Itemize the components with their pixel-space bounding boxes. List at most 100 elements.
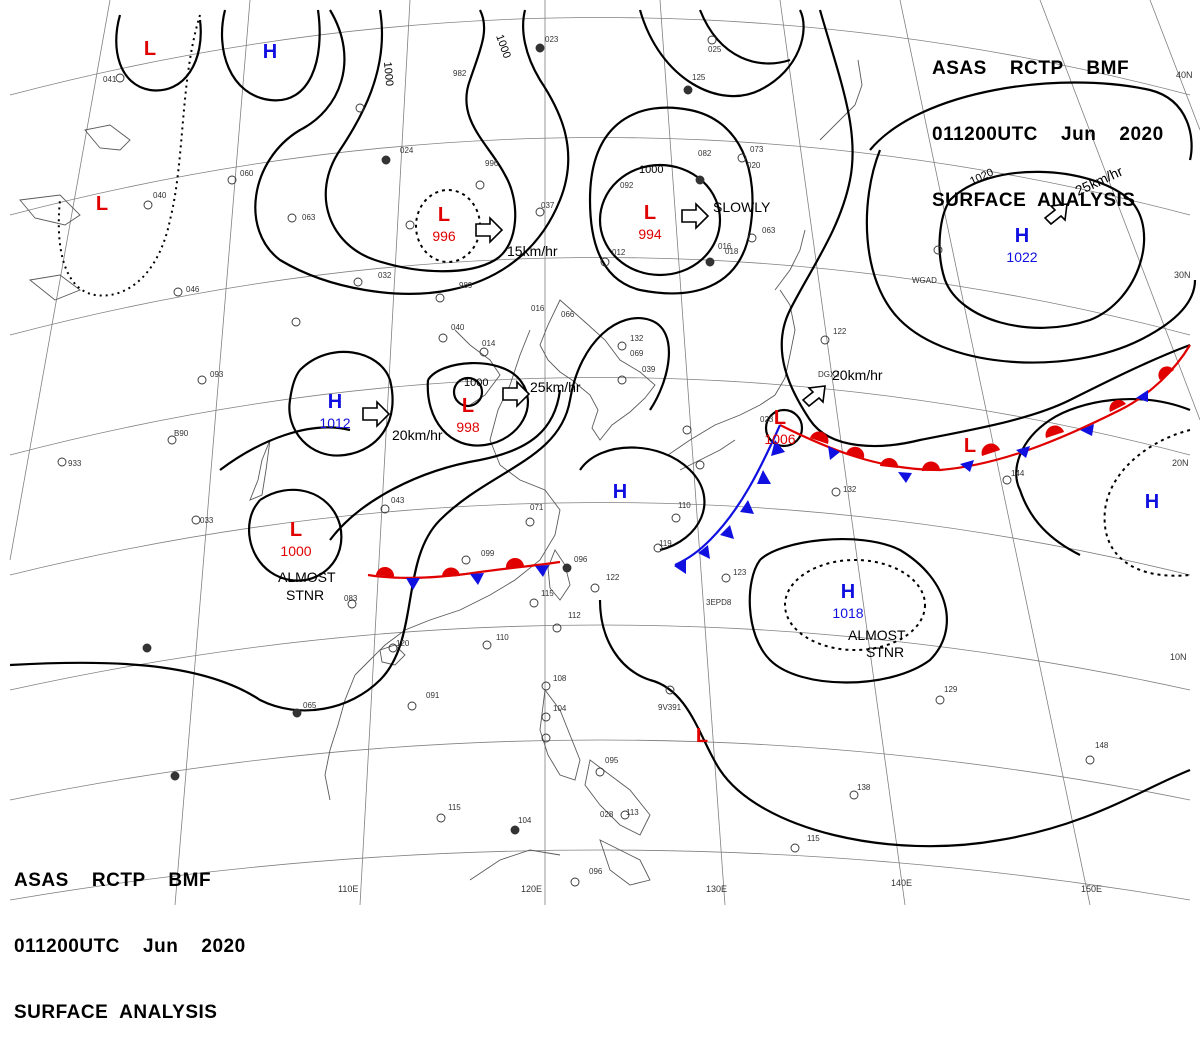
high-pressure-symbol: H [613, 481, 627, 503]
station-pressure-value: 023 [545, 35, 559, 44]
station-pressure-value: 104 [518, 816, 532, 825]
low-pressure-symbol: L [696, 725, 708, 747]
station-pressure-value: 073 [750, 145, 764, 154]
station-pressure-value: 096 [574, 555, 588, 564]
station-pressure-value: 039 [642, 365, 656, 374]
station-pressure-value: 110 [678, 501, 691, 510]
lon-label: 130E [706, 884, 727, 894]
station-pressure-value: 122 [606, 573, 620, 582]
station-pressure-value: 092 [620, 181, 634, 190]
station-pressure-value: 933 [68, 459, 82, 468]
lat-label: 20N [1172, 458, 1189, 468]
low-pressure-symbol: L [462, 395, 474, 417]
station-pressure-value: 033 [200, 516, 214, 525]
station-pressure-value: 110 [496, 633, 509, 642]
station-pressure-value: 014 [482, 339, 496, 348]
isobar-label: 1000 [464, 377, 488, 389]
pressure-value: 1000 [280, 543, 311, 559]
lat-label: 10N [1170, 652, 1187, 662]
low-pressure-symbol: L [964, 435, 976, 457]
station-pressure-value: 060 [240, 169, 254, 178]
pressure-value: 998 [456, 419, 480, 435]
pressure-value: 994 [638, 226, 662, 242]
stationary-note: STNR [286, 587, 324, 603]
pressure-value: 1022 [1006, 249, 1037, 265]
low-pressure-symbol: L [290, 519, 302, 541]
station-marks [57, 35, 1095, 887]
station-pressure-value: B90 [174, 429, 189, 438]
pressure-systems: L H L L 996 L 994 H 1022 H 1012 L 998 L 1006 L H H L 1000 H 1… [96, 38, 1159, 747]
stationary-notes: ALMOST STNR ALMOST STNR [278, 569, 906, 660]
isobar-label: 1000 [639, 164, 663, 176]
isobars [9, 9, 1197, 848]
station-pressure-value: 040 [153, 191, 167, 200]
header-bottom-left: ASAS RCTP BMF 011200UTC Jun 2020 SURFACE… [14, 826, 246, 1046]
station-pressure-value: 040 [451, 323, 465, 332]
station-pressure-value: 132 [843, 485, 857, 494]
high-pressure-symbol: H [1145, 491, 1159, 513]
header-line-time: 011200UTC Jun 2020 [932, 124, 1164, 145]
station-pressure-value: 083 [344, 594, 358, 603]
station-pressure-value: 122 [833, 327, 847, 336]
station-pressure-value: 025 [708, 45, 722, 54]
isobar-label: 1000 [381, 61, 395, 86]
header-line-title: SURFACE ANALYSIS [932, 190, 1136, 211]
high-pressure-symbol: H [1015, 225, 1029, 247]
lon-label: 120E [521, 884, 542, 894]
low-pressure-symbol: L [438, 204, 450, 226]
ship-callsign: 9V391 [658, 703, 682, 712]
station-pressure-value: 018 [725, 247, 739, 256]
front-east [674, 344, 1191, 574]
header-line-time: 011200UTC Jun 2020 [14, 936, 246, 957]
weather-chart: 041 060 040 063 032 989 040 014 016 024 037 996 982 0… [9, 0, 1200, 906]
pressure-value: 1012 [319, 415, 350, 431]
station-pressure-value: 989 [459, 281, 473, 290]
lon-label: 150E [1081, 884, 1102, 894]
motion-arrows [362, 202, 1068, 428]
station-pressure-value: 069 [630, 349, 644, 358]
lon-label: 110E [338, 884, 358, 894]
station-pressure-value: 132 [630, 334, 644, 343]
station-pressure-value: 037 [541, 201, 555, 210]
station-pressure-value: 032 [378, 271, 392, 280]
station-pressure-value: 043 [391, 496, 405, 505]
ship-callsign: 3EPD8 [706, 598, 732, 607]
station-pressure-value: 129 [944, 685, 958, 694]
low-pressure-symbol: L [96, 193, 108, 215]
motion-label: 20km/hr [392, 427, 443, 443]
station-pressure-value: 091 [426, 691, 440, 700]
station-pressure-value: 016 [718, 242, 732, 251]
station-pressure-value: 144 [1011, 469, 1025, 478]
header-line-station: ASAS RCTP BMF [14, 870, 212, 891]
station-pressure-value: 099 [481, 549, 495, 558]
station-pressure-value: 119 [659, 539, 672, 548]
lat-label: 30N [1174, 270, 1191, 280]
station-pressure-value: 996 [485, 159, 499, 168]
lat-label: 40N [1176, 70, 1193, 80]
station-pressure-value: 125 [692, 73, 706, 82]
station-pressure-value: 095 [605, 756, 619, 765]
station-pressure-value: 108 [553, 674, 567, 683]
pressure-value: 1018 [832, 605, 863, 621]
high-pressure-symbol: H [328, 391, 342, 413]
station-pressure-value: 020 [747, 161, 761, 170]
station-pressure-value: 096 [589, 867, 603, 876]
station-pressure-value: 046 [186, 285, 200, 294]
low-pressure-symbol: L [644, 202, 656, 224]
stationary-note: ALMOST [848, 627, 906, 643]
station-pressure-value: 148 [1095, 741, 1109, 750]
isobar-label: 1000 [493, 33, 513, 60]
high-pressure-symbol: H [263, 41, 277, 63]
station-pressure-value: 028 [600, 810, 614, 819]
station-pressure-value: 023 [760, 415, 774, 424]
lon-label: 140E [891, 878, 912, 888]
station-pressure-value: 115 [807, 834, 820, 843]
station-pressure-value: 093 [210, 370, 224, 379]
stationary-note: STNR [866, 644, 904, 660]
pressure-value: 1006 [764, 431, 795, 447]
station-pressure-value: 012 [612, 248, 626, 257]
coastlines [19, 59, 863, 886]
station-pressure-value: 024 [400, 146, 414, 155]
header-top-right: ASAS RCTP BMF 011200UTC Jun 2020 SURFACE… [932, 14, 1164, 234]
station-pressure-value: 120 [396, 639, 410, 648]
